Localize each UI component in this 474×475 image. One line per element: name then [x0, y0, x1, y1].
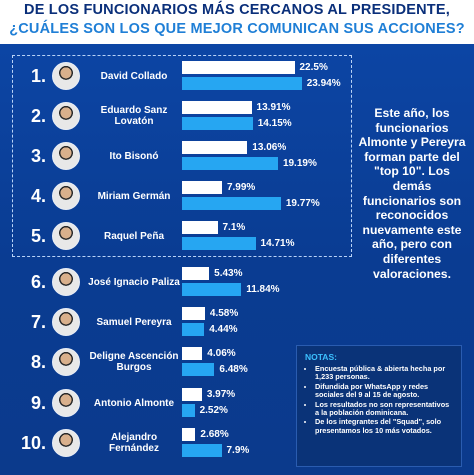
- bar-series-1: [182, 61, 295, 74]
- bar-value-series-2: 14.71%: [260, 238, 295, 249]
- person-name: Ito Bisonó: [109, 150, 159, 162]
- rank-number: 7.: [30, 312, 46, 332]
- chart-row: 9. Antonio Almonte 3.97% 2.52%: [0, 383, 360, 423]
- notes-list: Encuesta pública & abierta hecha por 1,2…: [305, 364, 453, 435]
- person-name: Eduardo Sanz Lovatón: [100, 105, 168, 127]
- bar-value-series-1: 22.5%: [299, 62, 328, 73]
- top-five-highlight-box: [12, 55, 352, 257]
- rank-number: 9.: [30, 393, 46, 413]
- bar-value-series-2: 23.94%: [306, 78, 341, 89]
- bar-series-2: [182, 363, 215, 376]
- bar-value-series-1: 4.06%: [207, 348, 236, 359]
- person-avatar-icon: [52, 268, 80, 296]
- person-name: Alejandro Fernández: [108, 432, 159, 454]
- bar-series-1: [182, 267, 210, 280]
- person-avatar-icon: [52, 142, 80, 170]
- bar-series-2: [182, 237, 256, 250]
- chart-row: 7. Samuel Pereyra 4.58% 4.44%: [0, 302, 360, 342]
- bar-series-1: [182, 428, 196, 441]
- bar-value-series-2: 19.77%: [285, 198, 320, 209]
- bar-value-series-2: 6.48%: [219, 364, 248, 375]
- bar-series-2: [182, 323, 205, 336]
- bar-series-2: [182, 444, 222, 457]
- chart-row: 1. David Collado 22.5% 23.94%: [0, 56, 360, 96]
- rank-number: 8.: [30, 352, 46, 372]
- bar-value-series-2: 11.84%: [246, 284, 280, 295]
- bar-value-series-1: 13.06%: [252, 142, 287, 153]
- title-banner: DE LOS FUNCIONARIOS MÁS CERCANOS AL PRES…: [0, 0, 474, 44]
- chart-row: 10. Alejandro Fernández 2.68% 7.9%: [0, 423, 360, 463]
- rank-number: 1.: [30, 66, 46, 86]
- bar-value-series-1: 7.1%: [222, 222, 246, 233]
- notes-panel: NOTAS: Encuesta pública & abierta hecha …: [296, 345, 462, 467]
- rank-number: 5.: [30, 226, 46, 246]
- rank-number: 3.: [30, 146, 46, 166]
- person-avatar-icon: [52, 102, 80, 130]
- note-item: Los resultados no son representativos a …: [315, 400, 453, 418]
- chart-row: 8. Deligne Ascención Burgos 4.06% 6.48%: [0, 342, 360, 382]
- bar-value-series-1: 3.97%: [206, 389, 236, 400]
- bar-series-1: [182, 141, 248, 154]
- note-item: De los integrantes del "Squad", solo pre…: [315, 418, 453, 435]
- bar-series-2: [182, 117, 253, 130]
- bar-series-1: [182, 307, 205, 320]
- bar-value-series-1: 7.99%: [226, 182, 256, 193]
- bar-series-1: [182, 181, 222, 194]
- bar-series-2: [182, 404, 195, 417]
- chart-row: 2. Eduardo Sanz Lovatón 13.91% 14.15%: [0, 96, 360, 136]
- bar-value-series-2: 7.9%: [226, 445, 250, 456]
- person-avatar-icon: [52, 389, 80, 417]
- bar-value-series-1: 5.43%: [214, 268, 243, 279]
- bar-value-series-2: 4.44%: [209, 324, 238, 335]
- title-line-2: ¿CUÁLES SON LOS QUE MEJOR COMUNICAN SUS …: [9, 21, 465, 37]
- chart-row: 3. Ito Bisonó 13.06% 19.19%: [0, 136, 360, 176]
- bar-series-1: [182, 221, 218, 234]
- person-name: Raquel Peña: [103, 230, 165, 242]
- person-name: Samuel Pereyra: [96, 316, 172, 328]
- chart-row: 4. Miriam Germán 7.99% 19.77%: [0, 176, 360, 216]
- bar-value-series-2: 14.15%: [257, 118, 292, 129]
- person-name: David Collado: [100, 70, 168, 82]
- person-avatar-icon: [52, 348, 80, 376]
- bar-series-2: [182, 157, 278, 170]
- person-name: José Ignacio Paliza: [88, 276, 180, 288]
- rank-number: 2.: [30, 106, 46, 126]
- side-commentary: Este año, los funcionarios Almonte y Per…: [358, 106, 466, 281]
- person-name: Deligne Ascención Burgos: [89, 351, 179, 373]
- title-line-1: DE LOS FUNCIONARIOS MÁS CERCANOS AL PRES…: [24, 2, 450, 18]
- chart-row: 5. Raquel Peña 7.1% 14.71%: [0, 216, 360, 256]
- person-name: Antonio Almonte: [93, 397, 175, 409]
- bar-series-1: [182, 101, 252, 114]
- chart-row: 6. José Ignacio Paliza 5.43% 11.84%: [0, 262, 360, 302]
- notes-title: NOTAS:: [305, 352, 337, 362]
- bar-value-series-1: 4.58%: [209, 308, 239, 319]
- rank-number: 10.: [20, 433, 46, 453]
- note-item: Difundida por WhatsApp y redes sociales …: [315, 382, 453, 400]
- bar-series-2: [182, 77, 302, 90]
- bar-value-series-2: 19.19%: [282, 158, 317, 169]
- person-name: Miriam Germán: [97, 190, 171, 202]
- rank-number: 4.: [30, 186, 46, 206]
- bar-series-2: [182, 283, 242, 296]
- person-avatar-icon: [52, 429, 80, 457]
- person-avatar-icon: [52, 308, 80, 336]
- person-avatar-icon: [52, 62, 80, 90]
- bar-value-series-1: 2.68%: [200, 429, 229, 440]
- bar-value-series-1: 13.91%: [256, 102, 291, 113]
- rank-number: 6.: [30, 272, 46, 292]
- note-item: Encuesta pública & abierta hecha por 1,2…: [315, 364, 453, 382]
- bar-series-2: [182, 197, 281, 210]
- bar-series-1: [182, 347, 203, 360]
- person-avatar-icon: [52, 182, 80, 210]
- person-avatar-icon: [52, 222, 80, 250]
- bar-value-series-2: 2.52%: [199, 405, 228, 416]
- bar-series-1: [182, 388, 202, 401]
